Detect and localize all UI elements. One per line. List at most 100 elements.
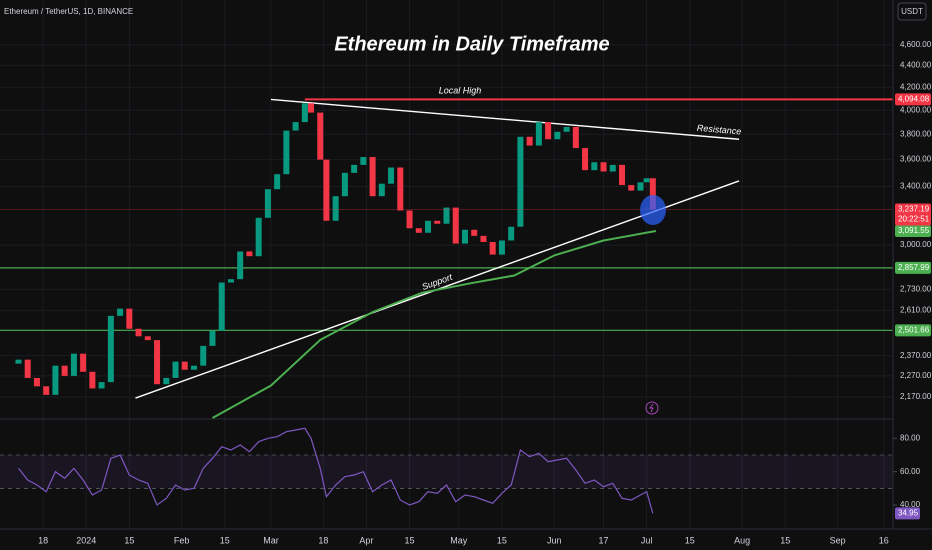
candle (274, 174, 281, 190)
candle (425, 220, 432, 233)
candle (600, 162, 607, 172)
level-note: Local High (439, 85, 482, 95)
candle (117, 308, 124, 316)
candle (89, 371, 96, 389)
candle (61, 365, 68, 376)
candle (415, 228, 422, 233)
candle (406, 210, 413, 229)
candle (163, 377, 170, 385)
candle (591, 162, 598, 171)
candle (351, 164, 358, 173)
y-tick-label: 3,600.00 (900, 155, 932, 164)
rsi-badge-label: 34.95 (898, 509, 919, 518)
candle (480, 235, 487, 243)
x-tick-label: Feb (174, 535, 190, 545)
candle (24, 359, 31, 378)
x-tick-label: 2024 (76, 535, 96, 545)
candle (218, 282, 225, 331)
y-tick-label: 3,000.00 (900, 240, 932, 249)
x-tick-label: Aug (734, 535, 750, 545)
x-tick-label: 18 (318, 535, 328, 545)
y-tick-label: 2,610.00 (900, 306, 932, 315)
ma-badge (895, 225, 931, 238)
candle (461, 229, 468, 244)
candle (471, 229, 478, 236)
candle (554, 131, 561, 140)
x-tick-label: May (450, 535, 468, 545)
candle (172, 361, 179, 378)
candle (378, 183, 385, 197)
candle (301, 103, 308, 123)
countdown: 20:22:51 (898, 215, 930, 224)
candle (181, 361, 188, 370)
y-tick-label: 3,400.00 (900, 182, 932, 191)
candle (360, 157, 367, 165)
currency[interactable]: USDT (901, 7, 923, 16)
x-tick-label: 15 (405, 535, 415, 545)
x-tick-label: 17 (599, 535, 609, 545)
candle (135, 328, 142, 337)
candle (308, 103, 315, 113)
candle (255, 217, 262, 257)
x-tick-label: Jun (547, 535, 562, 545)
level-badge (895, 261, 931, 274)
candle (388, 167, 395, 184)
price-badge (895, 203, 931, 226)
level-badge (895, 324, 931, 337)
symbol: Ethereum / TetherUS, 1D, BINANCE (4, 7, 133, 16)
candle (246, 251, 253, 257)
candle (526, 136, 533, 146)
x-tick-label: Jul (641, 535, 653, 545)
rsi-tick-label: 80.00 (900, 433, 921, 442)
rsi-badge (895, 507, 920, 520)
candle (33, 377, 40, 387)
candle (619, 164, 626, 186)
y-tick-label: 2,730.00 (900, 284, 932, 293)
rsi-tick-label: 40.00 (900, 500, 921, 509)
x-tick-label: 15 (497, 535, 507, 545)
axes: 2,170.00 2,270.00 2,370.00 2,610.00 2,730.00… (38, 40, 932, 546)
level-badge-label: 2,857.99 (898, 263, 930, 272)
moving-average (212, 230, 657, 419)
chart-title: Ethereum in Daily Timeframe (334, 33, 609, 55)
y-tick-label: 2,170.00 (900, 392, 932, 401)
candle (154, 340, 161, 385)
candle (489, 242, 496, 255)
rsi-band (0, 455, 893, 489)
y-tick-label: 4,000.00 (900, 105, 932, 114)
x-tick-label: 15 (685, 535, 695, 545)
candle (237, 251, 244, 280)
currency-button[interactable] (897, 2, 927, 21)
candle (637, 182, 644, 191)
candle (200, 345, 207, 366)
event-icon[interactable] (645, 401, 659, 415)
candle (227, 279, 234, 283)
candle (323, 159, 330, 221)
candle (498, 240, 505, 255)
highlight (640, 195, 666, 225)
candle (628, 185, 635, 191)
level-badge-label: 2,501.66 (898, 325, 930, 334)
candle (52, 365, 59, 395)
candle (15, 359, 22, 364)
candle (609, 164, 616, 172)
candle (545, 122, 552, 140)
candle (517, 136, 524, 227)
x-tick-label: 15 (220, 535, 230, 545)
candle (80, 353, 87, 372)
candle (292, 122, 299, 131)
y-tick-label: 2,270.00 (900, 371, 932, 380)
x-tick-label: Sep (830, 535, 846, 545)
candle (341, 172, 348, 197)
price-badge-label: 3,237.19 (898, 205, 930, 214)
y-tick-label: 4,200.00 (900, 82, 932, 91)
candle (434, 220, 441, 224)
y-tick-label: 3,800.00 (900, 129, 932, 138)
candle (452, 207, 459, 244)
x-tick-label: 16 (879, 535, 889, 545)
candle (70, 353, 77, 376)
trendline (270, 98, 740, 140)
candle (369, 157, 376, 197)
